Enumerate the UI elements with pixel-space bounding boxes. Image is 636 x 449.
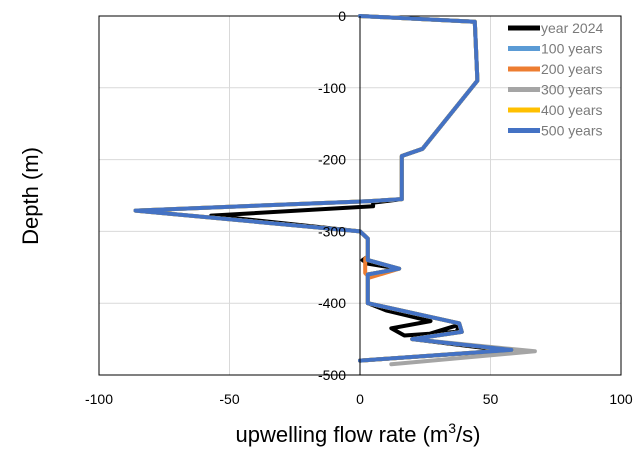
x-tick-label: 100: [609, 391, 633, 407]
y-tick-label: -200: [318, 152, 346, 168]
x-tick-label: 50: [483, 391, 499, 407]
legend-label: 400 years: [541, 102, 602, 118]
legend: year 2024 100 years 200 years 300 years 400 …: [508, 20, 603, 139]
y-tick-labels: 0 -100 -200 -300 -400 -500: [318, 8, 346, 383]
y-axis-title: Depth (m): [18, 147, 43, 245]
x-tick-label: -50: [219, 391, 239, 407]
x-axis-title-superscript: 3: [448, 420, 456, 436]
y-tick-label: -300: [318, 223, 346, 239]
x-axis-title: upwelling flow rate (m3/s): [236, 420, 481, 447]
x-axis-title-tail: /s): [456, 422, 480, 447]
legend-label: 200 years: [541, 61, 602, 77]
x-tick-labels: -100 -50 0 50 100: [85, 391, 633, 407]
x-axis-title-main: upwelling flow rate (m: [236, 422, 449, 447]
x-tick-label: 0: [356, 391, 364, 407]
y-tick-label: -400: [318, 295, 346, 311]
legend-label: 100 years: [541, 41, 602, 57]
legend-label: year 2024: [541, 20, 603, 36]
legend-label: 300 years: [541, 82, 602, 98]
series-line-500-years: [133, 14, 514, 363]
x-tick-label: -100: [85, 391, 113, 407]
legend-label: 500 years: [541, 123, 602, 139]
series-layer: [133, 14, 537, 367]
y-tick-label: -500: [318, 367, 346, 383]
y-tick-label: 0: [338, 8, 346, 24]
y-tick-label: -100: [318, 80, 346, 96]
